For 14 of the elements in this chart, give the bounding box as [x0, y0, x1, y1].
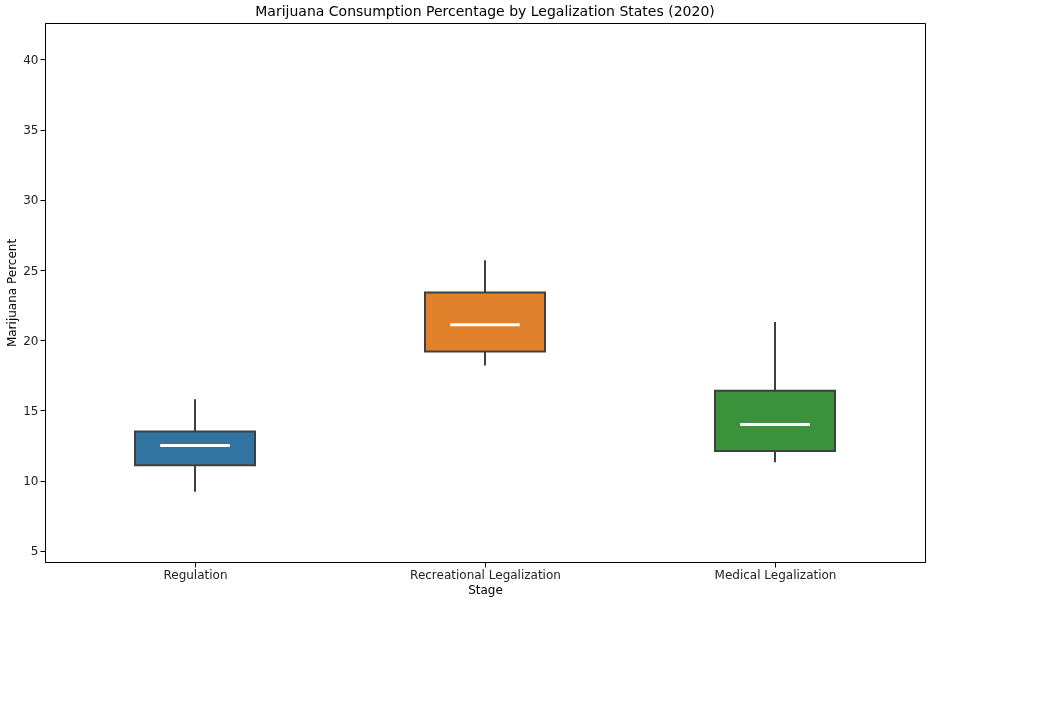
x-tick-label: Regulation	[163, 567, 228, 582]
y-tick-label: 10	[23, 474, 39, 489]
y-tick-label: 15	[23, 403, 39, 418]
y-tick-label: 35	[23, 123, 39, 138]
y-tick-label: 40	[23, 52, 39, 67]
y-tick-label: 5	[30, 544, 39, 559]
x-tick-label: Recreational Legalization	[410, 567, 561, 582]
y-tick-label: 25	[23, 263, 39, 278]
chart-title: Marijuana Consumption Percentage by Legalization States (2020)	[255, 3, 715, 19]
y-tick-label: 30	[23, 193, 39, 208]
y-axis-title: Marijuana Percent	[5, 238, 20, 348]
x-tick-label: Medical Legalization	[714, 567, 837, 582]
x-axis-title: Stage	[468, 582, 503, 597]
y-tick-label: 20	[23, 333, 39, 348]
